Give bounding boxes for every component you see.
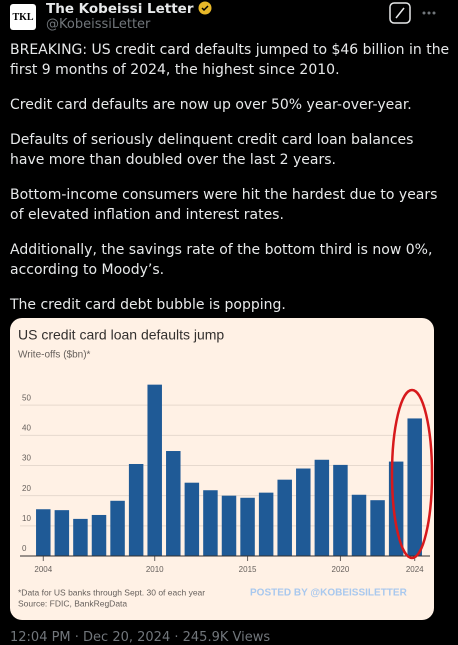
verified-badge <box>198 1 212 15</box>
y-tick-label: 50 <box>22 393 31 402</box>
chart-source: Source: FDIC, BankRegData <box>18 598 127 608</box>
y-tick-label: 10 <box>22 514 31 523</box>
chart-subtitle: Write-offs ($bn)* <box>18 350 91 361</box>
name-text[interactable]: The Kobeissi Letter <box>46 1 194 17</box>
paragraph: BREAKING: US credit card defaults jumped… <box>10 42 450 78</box>
paragraph: Defaults of seriously delinquent credit … <box>10 132 414 168</box>
chart-note: *Data for US banks through Sept. 30 of e… <box>18 587 205 597</box>
x-tick-label: 2004 <box>34 565 52 574</box>
bar <box>54 510 70 556</box>
bar <box>314 459 330 556</box>
author-handle[interactable]: @KobeissiLetter <box>46 17 151 32</box>
more-button[interactable] <box>422 11 436 15</box>
bar <box>407 418 422 556</box>
paragraph: Additionally, the savings rate of the bo… <box>10 242 433 278</box>
bar <box>333 464 348 556</box>
author-name[interactable]: The Kobeissi Letter <box>46 1 212 17</box>
header-icons <box>389 2 436 24</box>
grok-icon <box>395 7 405 19</box>
bar <box>370 500 385 556</box>
bar <box>258 492 274 556</box>
bar <box>203 490 218 556</box>
chart-title: US credit card loan defaults jump <box>18 327 224 343</box>
paragraph: Credit card defaults are now up over 50%… <box>10 97 412 113</box>
avatar[interactable]: TKL <box>10 4 36 30</box>
y-tick-label: 0 <box>22 544 27 553</box>
bar <box>166 451 181 556</box>
bar <box>240 497 255 556</box>
bar <box>296 468 311 556</box>
x-tick-label: 2024 <box>406 565 424 574</box>
y-tick-label: 20 <box>22 484 31 493</box>
paragraph: The credit card debt bubble is popping. <box>10 297 286 313</box>
chart: US credit card loan defaults jump Write-… <box>18 327 434 608</box>
bar <box>110 500 125 556</box>
chart-image[interactable]: US credit card loan defaults jump Write-… <box>10 318 434 620</box>
bar <box>147 384 162 556</box>
tweet-text: BREAKING: US credit card defaults jumped… <box>10 40 450 330</box>
bar <box>73 518 88 556</box>
bar <box>277 479 292 556</box>
watermark: POSTED BY @KOBEISSILETTER <box>250 588 408 599</box>
bar <box>184 482 200 556</box>
paragraph: Bottom-income consumers were hit the har… <box>10 187 438 223</box>
bar <box>91 514 107 556</box>
x-tick-label: 2010 <box>146 565 164 574</box>
bar <box>221 495 237 556</box>
y-tick-label: 30 <box>22 454 31 463</box>
highlight-circle <box>390 388 434 560</box>
x-tick-label: 2015 <box>239 565 257 574</box>
bar <box>36 509 51 556</box>
grok-button[interactable] <box>389 2 411 24</box>
y-tick-label: 40 <box>22 423 31 432</box>
tweet-footer: 12:04 PM · Dec 20, 2024 · 245.9K Views <box>10 630 271 645</box>
bar <box>351 494 367 556</box>
x-tick-label: 2020 <box>332 565 350 574</box>
bar <box>128 463 144 556</box>
